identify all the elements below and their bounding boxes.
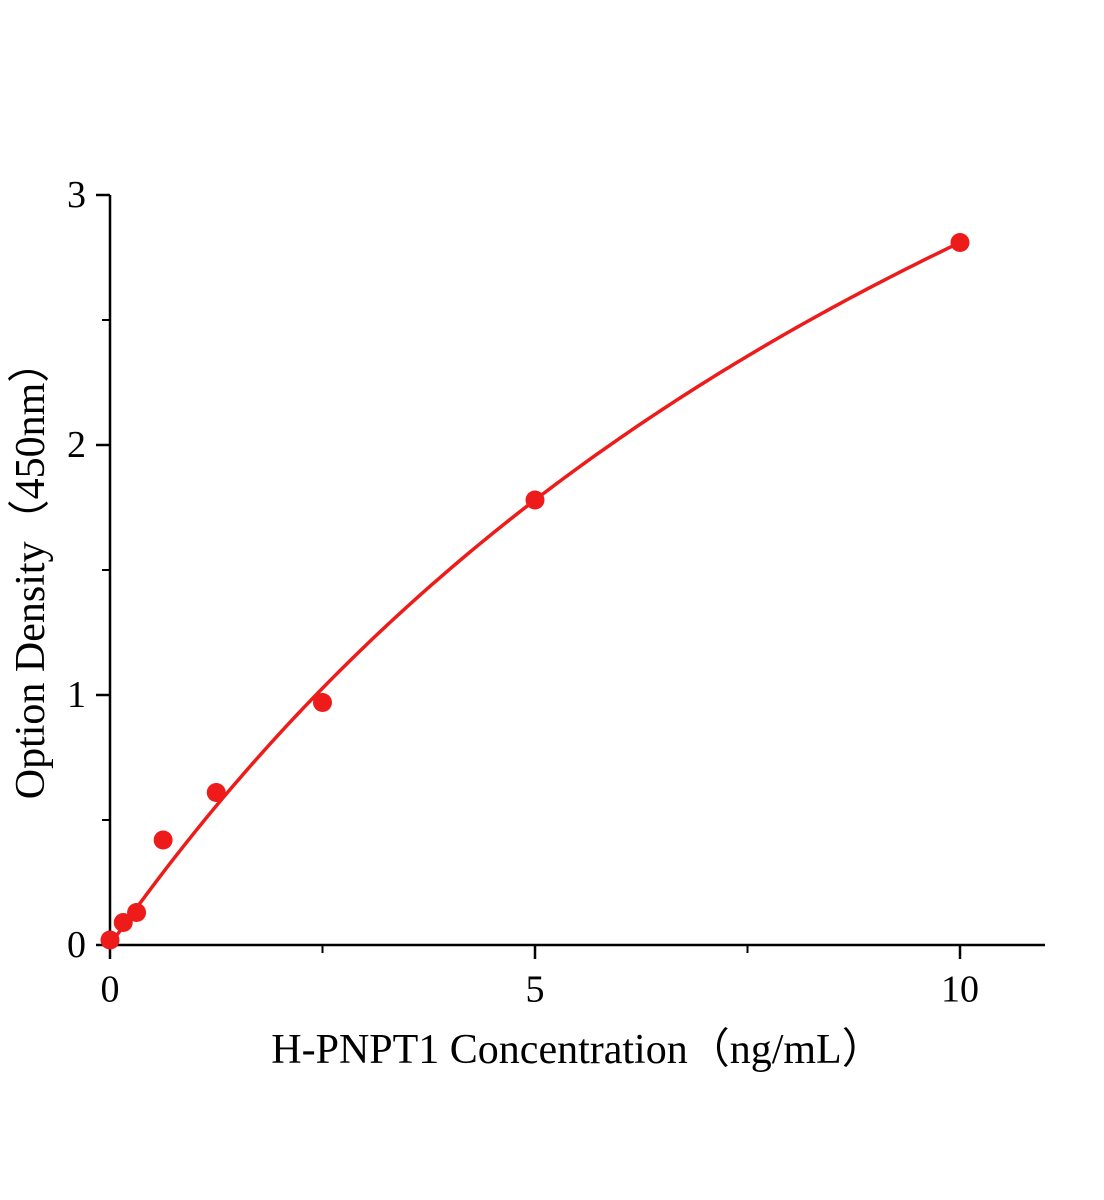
x-axis-label: H-PNPT1 Concentration（ng/mL）: [271, 1027, 883, 1073]
y-tick-label: 2: [67, 424, 86, 466]
y-tick-label: 3: [67, 174, 86, 216]
fit-curve: [108, 240, 962, 947]
x-tick-label: 0: [101, 968, 120, 1010]
x-tick-label: 10: [941, 968, 979, 1010]
data-point: [950, 233, 970, 252]
data-point: [525, 490, 545, 510]
data-point: [100, 930, 120, 950]
y-tick-label: 0: [67, 924, 86, 966]
axes-frame: [108, 195, 1045, 947]
data-point: [127, 903, 147, 922]
y-axis-label: Option Density（450nm）: [8, 341, 54, 800]
y-tick-label: 1: [67, 674, 86, 716]
data-point: [313, 693, 332, 712]
data-point: [113, 913, 133, 932]
data-point: [206, 783, 226, 802]
x-tick-label: 5: [526, 968, 545, 1010]
data-point: [153, 830, 173, 850]
